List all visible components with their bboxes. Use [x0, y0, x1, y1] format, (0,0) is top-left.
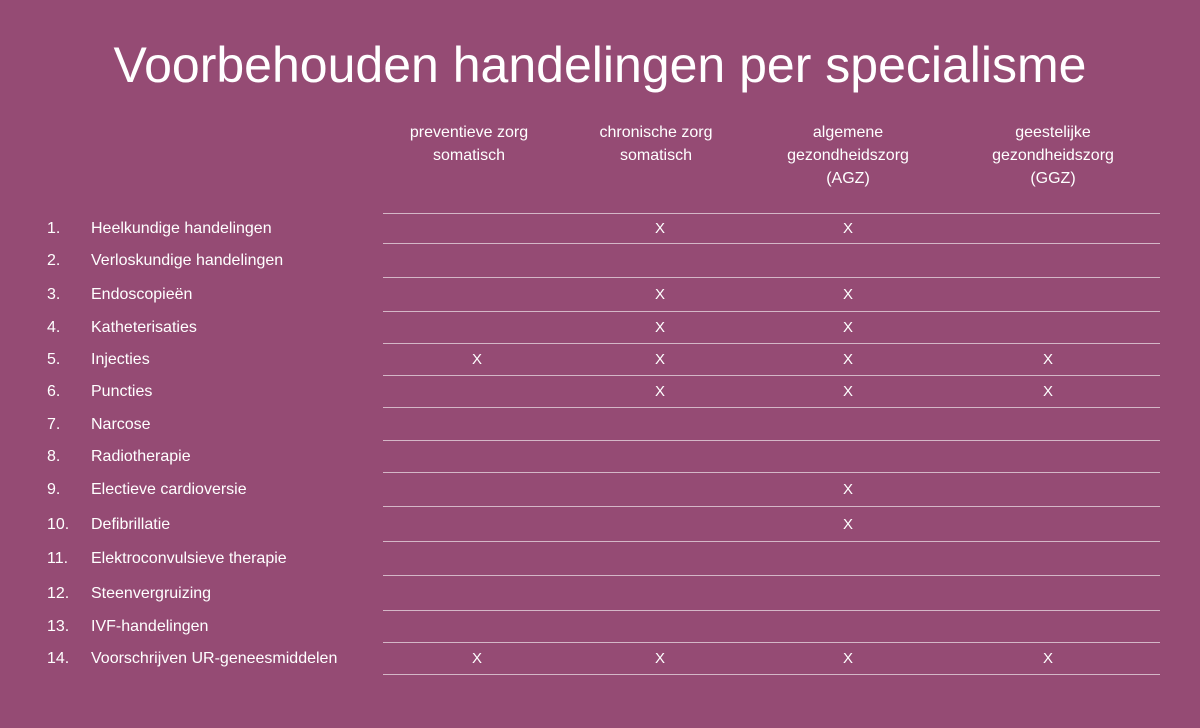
column-header-line: somatisch — [432, 147, 506, 164]
table-row: 4. Katheterisaties X X — [0, 318, 1200, 338]
row-label: IVF-handelingen — [91, 618, 209, 635]
table-row: 10. Defibrillatie X — [0, 515, 1200, 535]
column-header-ggz: geestelijke gezondheidszorg (GGZ) — [958, 121, 1148, 190]
column-header-line: preventieve zorg — [409, 124, 529, 141]
table-divider — [383, 642, 1160, 643]
table-divider — [383, 440, 1160, 441]
row-number: 9. — [47, 481, 61, 498]
column-header-line: gezondheidszorg — [787, 147, 909, 164]
row-label: Heelkundige handelingen — [91, 220, 272, 237]
row-mark: X — [842, 383, 853, 400]
row-label: Katheterisaties — [91, 319, 197, 336]
row-number: 2. — [47, 252, 61, 269]
row-label: Verloskundige handelingen — [91, 252, 284, 269]
row-number: 11. — [47, 550, 69, 567]
table-divider — [383, 213, 1160, 214]
row-number: 10. — [47, 516, 70, 533]
row-number: 14. — [47, 650, 70, 667]
row-mark: X — [842, 319, 853, 336]
row-mark: X — [654, 286, 665, 303]
row-label: Endoscopieën — [91, 286, 193, 303]
table-divider — [383, 506, 1160, 507]
row-mark: X — [842, 650, 853, 667]
column-header-preventieve: preventieve zorg somatisch — [374, 121, 564, 167]
column-header-line: algemene — [812, 124, 884, 141]
table-divider — [383, 575, 1160, 576]
row-label: Injecties — [91, 351, 150, 368]
row-number: 12. — [47, 585, 70, 602]
row-number: 1. — [47, 220, 61, 237]
row-mark: X — [654, 650, 665, 667]
table-divider — [383, 610, 1160, 611]
table-divider — [383, 472, 1160, 473]
column-header-line: geestelijke — [1015, 124, 1091, 141]
row-mark: X — [471, 351, 482, 368]
row-label: Elektroconvulsieve therapie — [91, 550, 287, 567]
table-row: 14. Voorschrijven UR-geneesmiddelen X X X X — [0, 649, 1200, 669]
table-row: 13. IVF-handelingen — [0, 617, 1200, 637]
table-row: 3. Endoscopieën X X — [0, 285, 1200, 305]
table-row: 11. Elektroconvulsieve therapie — [0, 549, 1200, 569]
table-row: 2. Verloskundige handelingen — [0, 251, 1200, 271]
table-row: 5. Injecties X X X X — [0, 350, 1200, 370]
row-number: 7. — [47, 416, 61, 433]
table-row: 7. Narcose — [0, 415, 1200, 435]
row-mark: X — [654, 319, 665, 336]
page-title: Voorbehouden handelingen per specialisme — [113, 37, 1087, 93]
row-number: 8. — [47, 448, 61, 465]
row-mark: X — [842, 286, 853, 303]
row-label: Defibrillatie — [91, 516, 171, 533]
column-header-line: (AGZ) — [826, 170, 870, 187]
table-divider — [383, 343, 1160, 344]
row-mark: X — [842, 220, 853, 237]
row-mark: X — [842, 516, 853, 533]
table-row: 1. Heelkundige handelingen X X — [0, 219, 1200, 239]
row-mark: X — [654, 220, 665, 237]
table-divider — [383, 407, 1160, 408]
table-divider — [383, 541, 1160, 542]
row-label: Steenvergruizing — [91, 585, 212, 602]
table-row: 9. Electieve cardioversie X — [0, 480, 1200, 500]
table-divider — [383, 277, 1160, 278]
row-label: Electieve cardioversie — [91, 481, 247, 498]
table-row: 12. Steenvergruizing — [0, 584, 1200, 604]
table-divider — [383, 674, 1160, 675]
row-number: 13. — [47, 618, 70, 635]
row-label: Puncties — [91, 383, 153, 400]
column-header-agz: algemene gezondheidszorg (AGZ) — [753, 121, 943, 190]
row-mark: X — [1042, 650, 1053, 667]
row-number: 6. — [47, 383, 61, 400]
table-divider — [383, 375, 1160, 376]
column-header-line: (GGZ) — [1030, 170, 1076, 187]
row-mark: X — [842, 351, 853, 368]
row-mark: X — [842, 481, 853, 498]
row-number: 5. — [47, 351, 61, 368]
column-header-line: chronische zorg — [599, 124, 713, 141]
row-label: Radiotherapie — [91, 448, 191, 465]
row-mark: X — [1042, 383, 1053, 400]
column-header-line: somatisch — [619, 147, 693, 164]
row-mark: X — [654, 351, 665, 368]
column-header-chronische: chronische zorg somatisch — [561, 121, 751, 167]
row-number: 4. — [47, 319, 61, 336]
table-row: 6. Puncties X X X — [0, 382, 1200, 402]
table-divider — [383, 243, 1160, 244]
row-mark: X — [471, 650, 482, 667]
row-mark: X — [654, 383, 665, 400]
row-label: Narcose — [91, 416, 151, 433]
row-label: Voorschrijven UR-geneesmiddelen — [91, 650, 338, 667]
row-mark: X — [1042, 351, 1053, 368]
table-row: 8. Radiotherapie — [0, 447, 1200, 467]
column-header-line: gezondheidszorg — [992, 147, 1114, 164]
row-number: 3. — [47, 286, 61, 303]
table-divider — [383, 311, 1160, 312]
